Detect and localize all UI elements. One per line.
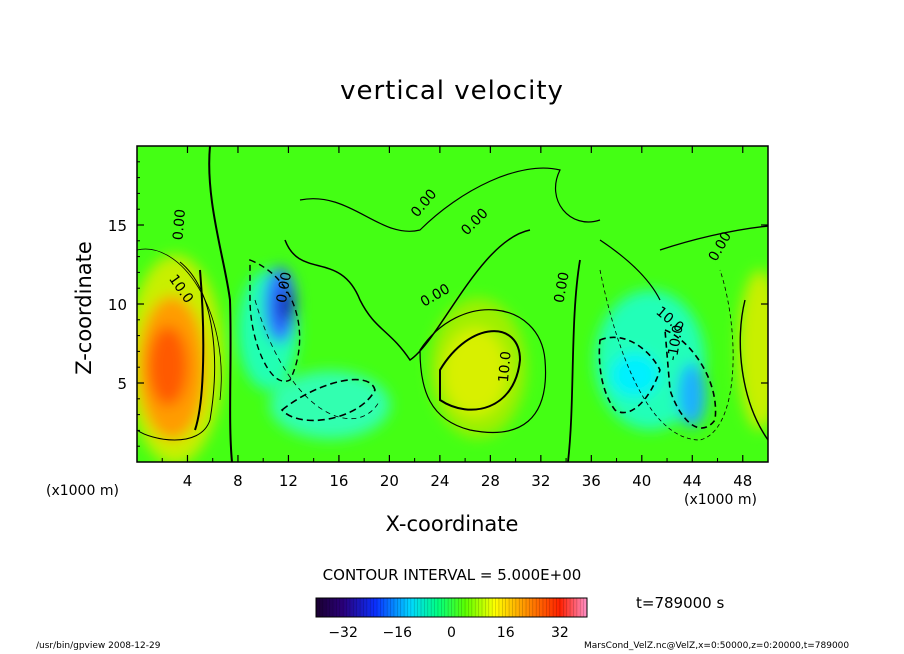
x-tick-label: 36 bbox=[582, 472, 601, 490]
y-axis-ticks: 5 10 15 bbox=[108, 161, 768, 447]
x-tick-label: 40 bbox=[632, 472, 651, 490]
x-tick-label: 4 bbox=[183, 472, 193, 490]
x-tick-label: 8 bbox=[233, 472, 243, 490]
colorbar-frame bbox=[315, 597, 588, 618]
colorbar-tick-label: 32 bbox=[551, 625, 569, 641]
x-tick-label: 32 bbox=[531, 472, 550, 490]
colorbar-tick-label: 0 bbox=[447, 625, 456, 641]
contour-label: 0.00 bbox=[552, 271, 573, 304]
y-tick-label: 5 bbox=[117, 375, 127, 393]
x-tick-label: 28 bbox=[481, 472, 500, 490]
colorbar-tick-label: 16 bbox=[497, 625, 515, 641]
x-tick-label: 24 bbox=[430, 472, 449, 490]
colorbar-ticks: −32 −16 0 16 32 bbox=[328, 625, 568, 641]
y-tick-label: 10 bbox=[108, 296, 127, 314]
colorbar-stripes bbox=[319, 598, 584, 617]
y-tick-label: 15 bbox=[108, 217, 127, 235]
x-tick-label: 16 bbox=[329, 472, 348, 490]
x-unit-right: (x1000 m) bbox=[684, 492, 757, 508]
x-tick-label: 44 bbox=[683, 472, 702, 490]
contour-label: 0.00 bbox=[274, 271, 295, 304]
contour-lines bbox=[137, 146, 768, 462]
y-axis-label: Z-coordinate bbox=[72, 241, 96, 375]
x-tick-label: 12 bbox=[279, 472, 298, 490]
footer-left: /usr/bin/gpview 2008-12-29 bbox=[36, 641, 161, 651]
contour-label: 10.0 bbox=[496, 351, 515, 383]
x-axis-label: X-coordinate bbox=[385, 512, 519, 536]
x-axis-ticks: 4 8 12 16 20 24 28 32 36 40 44 48 bbox=[161, 146, 752, 490]
contour-interval: CONTOUR INTERVAL = 5.000E+00 bbox=[322, 566, 582, 584]
x-tick-label: 48 bbox=[733, 472, 752, 490]
chart-title: vertical velocity bbox=[340, 76, 564, 106]
plot-area bbox=[137, 146, 768, 462]
colorbar bbox=[316, 598, 587, 617]
colorbar-tick-label: −16 bbox=[383, 625, 413, 641]
x-tick-label: 20 bbox=[380, 472, 399, 490]
colorbar-tick-label: −32 bbox=[328, 625, 358, 641]
timestamp: t=789000 s bbox=[636, 594, 725, 612]
footer-right: MarsCond_VelZ.nc@VelZ,x=0:50000,z=0:2000… bbox=[584, 641, 850, 651]
field-blobs bbox=[137, 255, 768, 462]
x-unit-left: (x1000 m) bbox=[46, 483, 119, 499]
contour-label: -10.0 bbox=[665, 324, 687, 362]
contour-label: 0.00 bbox=[170, 208, 189, 240]
